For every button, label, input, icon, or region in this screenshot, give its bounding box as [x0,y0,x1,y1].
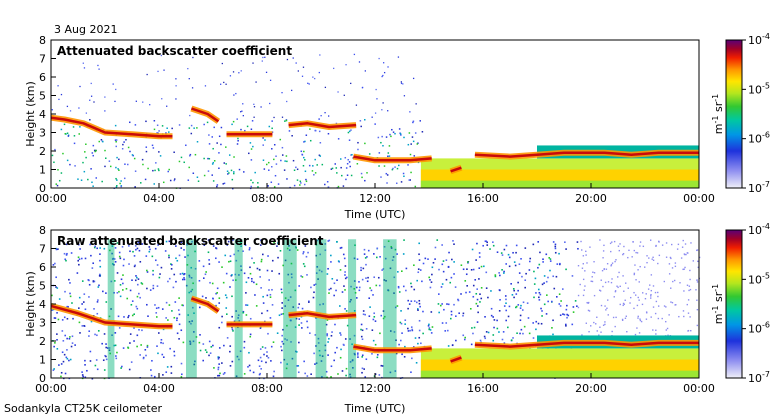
instrument-label: Sodankyla CT25K ceilometer [4,402,163,415]
x-tick-label: 00:00 [683,382,715,395]
colorbar-tick-label: 10-7 [748,180,770,195]
y-tick-label: 2 [39,145,46,158]
colorbar-gradient [725,229,743,379]
y-tick-label: 1 [39,354,46,367]
x-tick-label: 20:00 [575,382,607,395]
x-tick-label: 00:00 [35,192,67,205]
cloud-layer-core [288,122,357,129]
cloud-layer-core [50,304,173,328]
colorbar-tick-label: 10-7 [748,370,770,385]
y-tick-label: 6 [39,261,46,274]
colorbar-tick-label: 10-5 [748,271,770,286]
x-tick-label: 08:00 [251,192,283,205]
panel-attenuated: Attenuated backscatter coefficient 0 1 2 3 4… [24,32,770,221]
colorbar-label: m-1 sr-1 [711,94,725,134]
x-tick-label: 00:00 [683,192,715,205]
x-tick-label: 20:00 [575,192,607,205]
y-axis-label: Height (km) [24,81,37,147]
colorbar-gradient [725,39,743,189]
y-tick-label: 8 [39,224,46,237]
colorbar: 10-4 10-5 10-6 10-7 m-1 sr-1 [711,222,770,385]
y-tick-label: 5 [39,280,46,293]
cloud-layer-core [450,166,462,173]
x-tick-label: 16:00 [467,192,499,205]
y-tick-label: 3 [39,317,46,330]
cloud-layer-core [353,155,432,162]
x-tick-label: 00:00 [35,382,67,395]
cloud-layer-core [450,356,462,363]
cloud-layer-core [190,297,220,313]
colorbar: 10-4 10-5 10-6 10-7 m-1 sr-1 [711,32,770,195]
cloud-layer-core [474,341,699,348]
colorbar-label: m-1 sr-1 [711,284,725,324]
y-tick-label: 4 [39,108,46,121]
x-tick-label: 04:00 [143,382,175,395]
y-tick-label: 7 [39,53,46,66]
x-tick-label: 04:00 [143,192,175,205]
date-label: 3 Aug 2021 [54,23,117,36]
colorbar-tick-label: 10-4 [748,32,770,47]
cloud-layer-core [190,107,220,123]
y-tick-label: 3 [39,127,46,140]
colorbar-tick-label: 10-6 [748,321,770,336]
y-axis-label: Height (km) [24,271,37,337]
colorbar-tick-label: 10-6 [748,131,770,146]
cloud-layer-core [353,345,432,352]
x-axis-label: Time (UTC) [344,402,406,415]
y-tick-label: 7 [39,243,46,256]
chart-title: Attenuated backscatter coefficient [57,44,292,58]
panel-raw: Raw attenuated backscatter coefficient 0… [24,222,770,415]
cloud-layer-core [50,116,173,138]
y-tick-label: 0 [39,372,46,385]
y-tick-label: 6 [39,71,46,84]
colorbar-tick-label: 10-4 [748,222,770,237]
y-tick-label: 8 [39,34,46,47]
chart-title: Raw attenuated backscatter coefficient [57,234,324,248]
y-tick-label: 0 [39,182,46,195]
y-tick-label: 1 [39,164,46,177]
x-tick-label: 08:00 [251,382,283,395]
cloud-layer-core [474,151,699,158]
y-tick-label: 4 [39,298,46,311]
x-tick-label: 12:00 [359,382,391,395]
x-tick-label: 12:00 [359,192,391,205]
y-tick-label: 2 [39,335,46,348]
x-tick-label: 16:00 [467,382,499,395]
x-axis-label: Time (UTC) [344,208,406,221]
colorbar-tick-label: 10-5 [748,81,770,96]
y-tick-label: 5 [39,90,46,103]
cloud-layer-core [288,312,357,319]
